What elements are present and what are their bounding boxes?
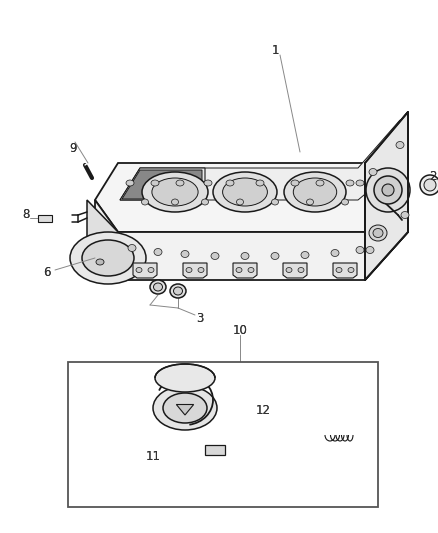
Polygon shape bbox=[87, 200, 118, 280]
Ellipse shape bbox=[172, 199, 179, 205]
Polygon shape bbox=[120, 168, 205, 200]
Ellipse shape bbox=[293, 178, 337, 206]
Ellipse shape bbox=[213, 172, 277, 212]
Ellipse shape bbox=[211, 253, 219, 260]
Ellipse shape bbox=[176, 180, 184, 186]
Text: 3: 3 bbox=[196, 311, 204, 325]
Ellipse shape bbox=[401, 212, 409, 219]
Ellipse shape bbox=[356, 246, 364, 254]
Ellipse shape bbox=[424, 179, 436, 191]
Ellipse shape bbox=[126, 180, 134, 186]
Ellipse shape bbox=[154, 248, 162, 255]
Text: 3: 3 bbox=[196, 311, 204, 325]
Text: 10: 10 bbox=[233, 324, 247, 336]
Ellipse shape bbox=[153, 283, 162, 291]
Polygon shape bbox=[365, 112, 408, 280]
Ellipse shape bbox=[316, 180, 324, 186]
Text: 10: 10 bbox=[233, 324, 247, 336]
Text: 1: 1 bbox=[271, 44, 279, 58]
Polygon shape bbox=[95, 112, 408, 232]
Text: 9: 9 bbox=[69, 141, 77, 155]
Ellipse shape bbox=[336, 268, 342, 272]
Ellipse shape bbox=[141, 199, 148, 205]
Ellipse shape bbox=[155, 364, 215, 392]
Text: 6: 6 bbox=[43, 266, 51, 279]
Ellipse shape bbox=[201, 199, 208, 205]
Ellipse shape bbox=[348, 268, 354, 272]
Ellipse shape bbox=[298, 268, 304, 272]
Ellipse shape bbox=[186, 268, 192, 272]
Polygon shape bbox=[183, 263, 207, 278]
Ellipse shape bbox=[148, 268, 154, 272]
Text: 11: 11 bbox=[145, 450, 160, 464]
Ellipse shape bbox=[150, 280, 166, 294]
Ellipse shape bbox=[236, 268, 242, 272]
Ellipse shape bbox=[291, 180, 299, 186]
Polygon shape bbox=[95, 190, 408, 280]
Text: 1: 1 bbox=[271, 44, 279, 58]
Ellipse shape bbox=[248, 268, 254, 272]
Ellipse shape bbox=[382, 184, 394, 196]
Ellipse shape bbox=[142, 172, 208, 212]
Ellipse shape bbox=[271, 253, 279, 260]
Ellipse shape bbox=[181, 251, 189, 257]
Ellipse shape bbox=[256, 180, 264, 186]
Text: 2: 2 bbox=[429, 171, 437, 183]
Text: 8: 8 bbox=[22, 208, 30, 222]
Text: 9: 9 bbox=[69, 141, 77, 155]
Text: 2: 2 bbox=[429, 171, 437, 183]
Polygon shape bbox=[38, 215, 52, 222]
Ellipse shape bbox=[286, 268, 292, 272]
Ellipse shape bbox=[223, 178, 268, 206]
Ellipse shape bbox=[96, 259, 104, 265]
Ellipse shape bbox=[366, 168, 410, 212]
Ellipse shape bbox=[70, 232, 146, 284]
Ellipse shape bbox=[272, 199, 279, 205]
Ellipse shape bbox=[136, 268, 142, 272]
Ellipse shape bbox=[366, 246, 374, 254]
Ellipse shape bbox=[369, 225, 387, 241]
Polygon shape bbox=[283, 263, 307, 278]
Ellipse shape bbox=[170, 284, 186, 298]
Ellipse shape bbox=[241, 253, 249, 260]
Ellipse shape bbox=[151, 180, 159, 186]
Ellipse shape bbox=[342, 199, 349, 205]
Ellipse shape bbox=[331, 249, 339, 256]
Text: 6: 6 bbox=[43, 266, 51, 279]
Polygon shape bbox=[205, 445, 225, 455]
Polygon shape bbox=[122, 170, 202, 199]
Ellipse shape bbox=[369, 168, 377, 175]
Text: 8: 8 bbox=[22, 208, 30, 222]
Ellipse shape bbox=[346, 180, 354, 186]
Ellipse shape bbox=[356, 180, 364, 186]
Ellipse shape bbox=[163, 393, 207, 423]
Ellipse shape bbox=[373, 229, 383, 238]
Text: 12: 12 bbox=[255, 405, 271, 417]
Ellipse shape bbox=[420, 175, 438, 195]
Ellipse shape bbox=[307, 199, 314, 205]
Ellipse shape bbox=[82, 240, 134, 276]
Ellipse shape bbox=[198, 268, 204, 272]
Polygon shape bbox=[333, 263, 357, 278]
Polygon shape bbox=[177, 405, 194, 415]
Ellipse shape bbox=[237, 199, 244, 205]
Ellipse shape bbox=[204, 180, 212, 186]
Text: 12: 12 bbox=[255, 405, 271, 417]
Ellipse shape bbox=[153, 386, 217, 430]
Bar bbox=[68, 362, 378, 507]
Polygon shape bbox=[233, 263, 257, 278]
Ellipse shape bbox=[284, 172, 346, 212]
Ellipse shape bbox=[173, 287, 183, 295]
Ellipse shape bbox=[152, 178, 198, 206]
Text: 11: 11 bbox=[145, 450, 160, 464]
Polygon shape bbox=[133, 263, 157, 278]
Ellipse shape bbox=[128, 245, 136, 252]
Polygon shape bbox=[365, 112, 408, 280]
Ellipse shape bbox=[396, 141, 404, 149]
Ellipse shape bbox=[226, 180, 234, 186]
Polygon shape bbox=[120, 120, 400, 200]
Ellipse shape bbox=[374, 176, 402, 204]
Ellipse shape bbox=[301, 252, 309, 259]
